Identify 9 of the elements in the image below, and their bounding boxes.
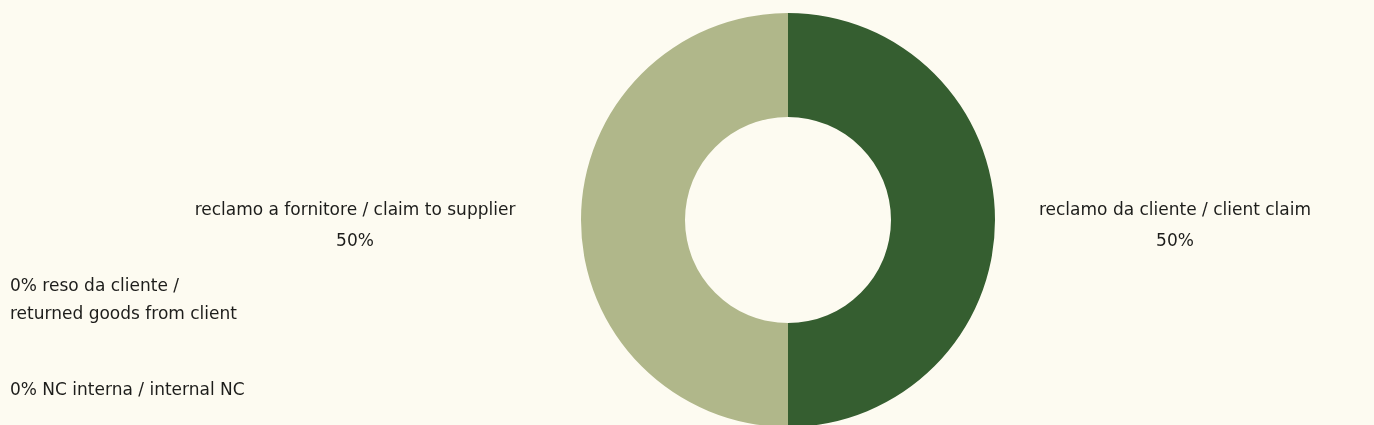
- donut-slice: [581, 13, 788, 425]
- text: 0% reso da cliente /: [10, 275, 180, 295]
- donut-slice: [788, 13, 995, 425]
- data-label: 50%: [336, 230, 374, 250]
- slice-label: reclamo da cliente / client claim: [1038, 199, 1312, 219]
- category-label: returned goods from client: [10, 303, 237, 323]
- slice-label: reclamo a fornitore / claim to supplier: [194, 199, 516, 219]
- data-label: 50%: [1156, 230, 1194, 250]
- text: 0% NC interna / internal NC: [10, 379, 245, 399]
